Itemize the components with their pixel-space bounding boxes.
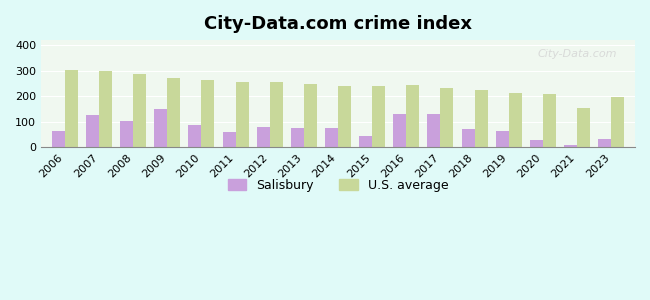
Bar xyxy=(202,80,214,147)
Bar xyxy=(372,86,385,147)
Bar xyxy=(291,128,304,147)
Bar xyxy=(188,125,202,147)
Bar xyxy=(530,140,543,147)
Bar xyxy=(133,74,146,147)
Bar xyxy=(270,82,283,147)
Bar xyxy=(235,82,248,147)
Bar xyxy=(257,127,270,147)
Bar xyxy=(120,121,133,147)
Bar xyxy=(543,94,556,147)
Bar xyxy=(598,140,611,147)
Bar xyxy=(474,89,488,147)
Bar xyxy=(99,71,112,147)
Bar xyxy=(86,115,99,147)
Bar xyxy=(325,128,338,147)
Bar xyxy=(338,86,351,147)
Bar xyxy=(577,108,590,147)
Bar xyxy=(393,114,406,147)
Bar xyxy=(496,131,509,147)
Bar xyxy=(359,136,372,147)
Title: City-Data.com crime index: City-Data.com crime index xyxy=(204,15,472,33)
Legend: Salisbury, U.S. average: Salisbury, U.S. average xyxy=(223,173,453,196)
Bar xyxy=(222,132,235,147)
Bar xyxy=(441,88,454,147)
Bar xyxy=(52,130,65,147)
Bar xyxy=(65,70,78,147)
Bar xyxy=(462,129,474,147)
Text: City-Data.com: City-Data.com xyxy=(538,49,618,59)
Bar xyxy=(428,114,441,147)
Bar xyxy=(564,145,577,147)
Bar xyxy=(509,93,522,147)
Bar xyxy=(167,78,180,147)
Bar xyxy=(406,85,419,147)
Bar xyxy=(304,84,317,147)
Bar xyxy=(154,110,167,147)
Bar xyxy=(611,97,624,147)
